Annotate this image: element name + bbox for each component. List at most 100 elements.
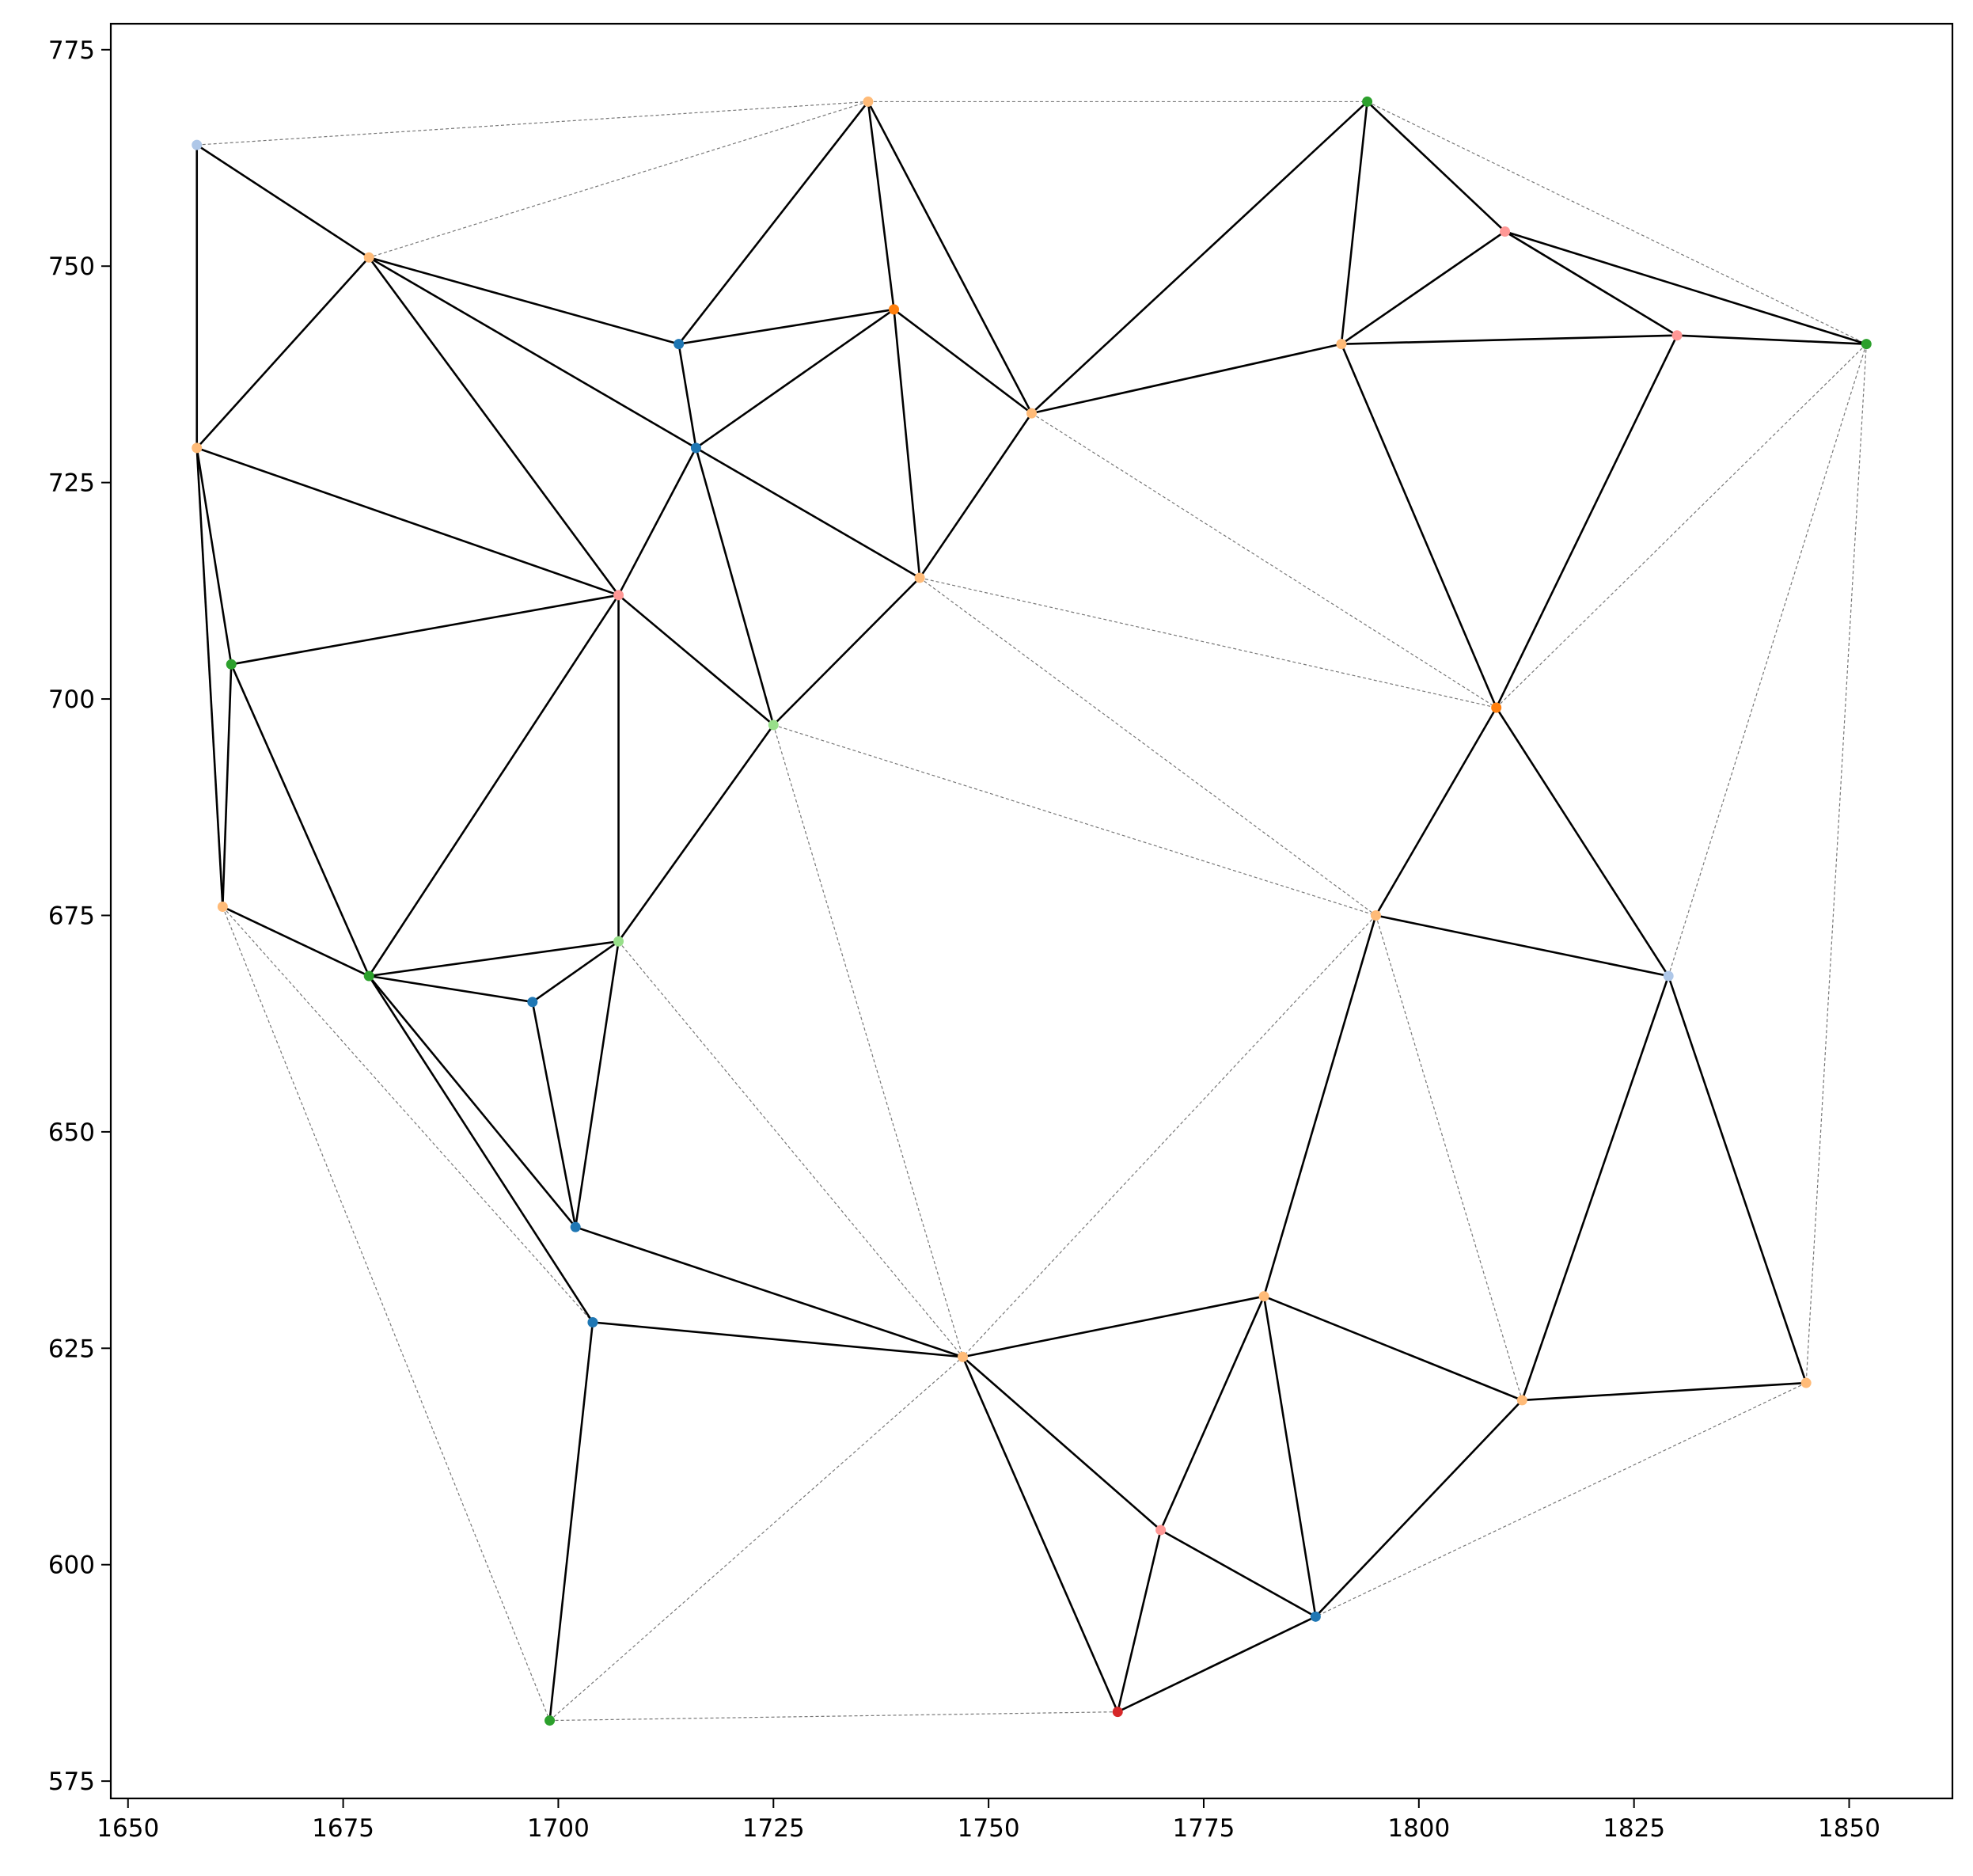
x-tick-label: 1675 bbox=[312, 1814, 374, 1843]
data-point bbox=[1516, 1395, 1527, 1406]
data-point bbox=[1155, 1525, 1167, 1536]
dashed-edge bbox=[549, 1356, 963, 1722]
solid-edge bbox=[1262, 1296, 1317, 1617]
solid-edge bbox=[1340, 344, 1497, 708]
solid-edge bbox=[196, 144, 370, 259]
y-tick-label: 700 bbox=[48, 685, 95, 714]
y-tick-label: 750 bbox=[48, 253, 95, 281]
data-point bbox=[958, 1351, 969, 1362]
data-point bbox=[613, 936, 624, 947]
nodes-layer bbox=[192, 96, 1872, 1726]
solid-edge bbox=[772, 577, 921, 726]
y-axis: 575 600 625 650 675 700 725 750 775 bbox=[48, 36, 111, 1796]
edges-layer bbox=[195, 101, 1867, 1722]
solid-edge bbox=[368, 256, 620, 596]
solid-edge bbox=[1262, 915, 1377, 1297]
x-tick-label: 1775 bbox=[1173, 1814, 1235, 1843]
dashed-edge bbox=[772, 724, 964, 1358]
solid-edge bbox=[548, 1322, 594, 1721]
solid-edge bbox=[1341, 230, 1506, 345]
data-point bbox=[363, 252, 374, 263]
solid-edge bbox=[678, 308, 894, 345]
dashed-edge bbox=[1315, 1382, 1807, 1617]
solid-edge bbox=[1159, 1529, 1316, 1618]
solid-edge bbox=[1504, 230, 1678, 336]
dashed-edge bbox=[222, 906, 594, 1323]
data-point bbox=[1370, 910, 1381, 921]
data-point bbox=[1310, 1611, 1321, 1622]
x-tick-label: 1825 bbox=[1603, 1814, 1665, 1843]
y-tick-label: 575 bbox=[48, 1768, 95, 1796]
solid-edge bbox=[368, 594, 620, 977]
solid-edge bbox=[369, 940, 619, 978]
data-point bbox=[1258, 1291, 1269, 1302]
solid-edge bbox=[1263, 1295, 1523, 1402]
solid-edge bbox=[196, 446, 619, 597]
solid-edge bbox=[222, 906, 370, 978]
solid-edge bbox=[574, 941, 620, 1228]
solid-edge bbox=[1495, 707, 1670, 977]
y-tick-label: 650 bbox=[48, 1118, 95, 1147]
solid-edge bbox=[677, 344, 697, 449]
data-point bbox=[544, 1715, 556, 1726]
solid-edge bbox=[867, 101, 1033, 414]
data-point bbox=[1800, 1377, 1812, 1388]
data-point bbox=[613, 590, 624, 601]
data-point bbox=[1500, 226, 1511, 237]
x-tick-label: 1850 bbox=[1818, 1814, 1880, 1843]
solid-edge bbox=[1676, 334, 1867, 345]
solid-edge bbox=[222, 664, 233, 907]
solid-edge bbox=[368, 975, 577, 1229]
solid-edge bbox=[1375, 914, 1669, 978]
y-tick-label: 675 bbox=[48, 902, 95, 930]
dashed-edge bbox=[962, 915, 1376, 1358]
dashed-edge bbox=[196, 101, 868, 146]
data-point bbox=[363, 970, 374, 982]
dashed-edge bbox=[1375, 915, 1523, 1401]
solid-edge bbox=[1366, 101, 1506, 233]
solid-edge bbox=[368, 256, 697, 450]
data-point bbox=[1336, 339, 1347, 350]
solid-edge bbox=[695, 447, 775, 726]
solid-edge bbox=[1504, 230, 1867, 345]
solid-edge bbox=[617, 447, 697, 596]
solid-edge bbox=[1315, 1399, 1523, 1618]
solid-edge bbox=[1116, 1529, 1162, 1712]
solid-edge bbox=[617, 724, 775, 943]
solid-edge bbox=[1030, 101, 1368, 415]
solid-edge bbox=[532, 940, 620, 1003]
solid-edge bbox=[1667, 975, 1808, 1384]
solid-edge bbox=[368, 256, 680, 345]
solid-edge bbox=[962, 1295, 1265, 1358]
solid-edge bbox=[867, 101, 895, 310]
solid-edge bbox=[575, 1225, 963, 1358]
x-axis: 1650 1675 1700 1725 1750 1775 1800 1825 1850 bbox=[97, 1798, 1880, 1843]
solid-edge bbox=[1521, 975, 1670, 1401]
dashed-edge bbox=[920, 577, 1497, 708]
data-point bbox=[1861, 339, 1872, 350]
data-point bbox=[889, 304, 900, 315]
solid-edge bbox=[695, 446, 920, 579]
solid-edge bbox=[617, 594, 775, 726]
data-point bbox=[1671, 330, 1683, 341]
solid-edge bbox=[962, 1356, 1119, 1713]
solid-edge bbox=[1117, 1616, 1316, 1713]
data-point bbox=[1663, 970, 1674, 982]
data-point bbox=[192, 442, 203, 454]
data-point bbox=[914, 572, 925, 583]
solid-edge bbox=[962, 1356, 1162, 1531]
data-point bbox=[570, 1221, 581, 1232]
dashed-edge bbox=[1367, 101, 1867, 345]
data-point bbox=[1112, 1707, 1123, 1718]
solid-edge bbox=[893, 309, 921, 579]
dashed-edge bbox=[773, 724, 1376, 917]
solid-edge bbox=[1522, 1381, 1807, 1402]
solid-edge bbox=[1341, 334, 1678, 345]
plot-frame bbox=[109, 22, 1954, 1800]
solid-edge bbox=[231, 594, 619, 666]
data-point bbox=[527, 997, 538, 1008]
dashed-edge bbox=[1031, 412, 1497, 708]
solid-edge bbox=[893, 308, 1033, 415]
y-tick-label: 625 bbox=[48, 1335, 95, 1363]
